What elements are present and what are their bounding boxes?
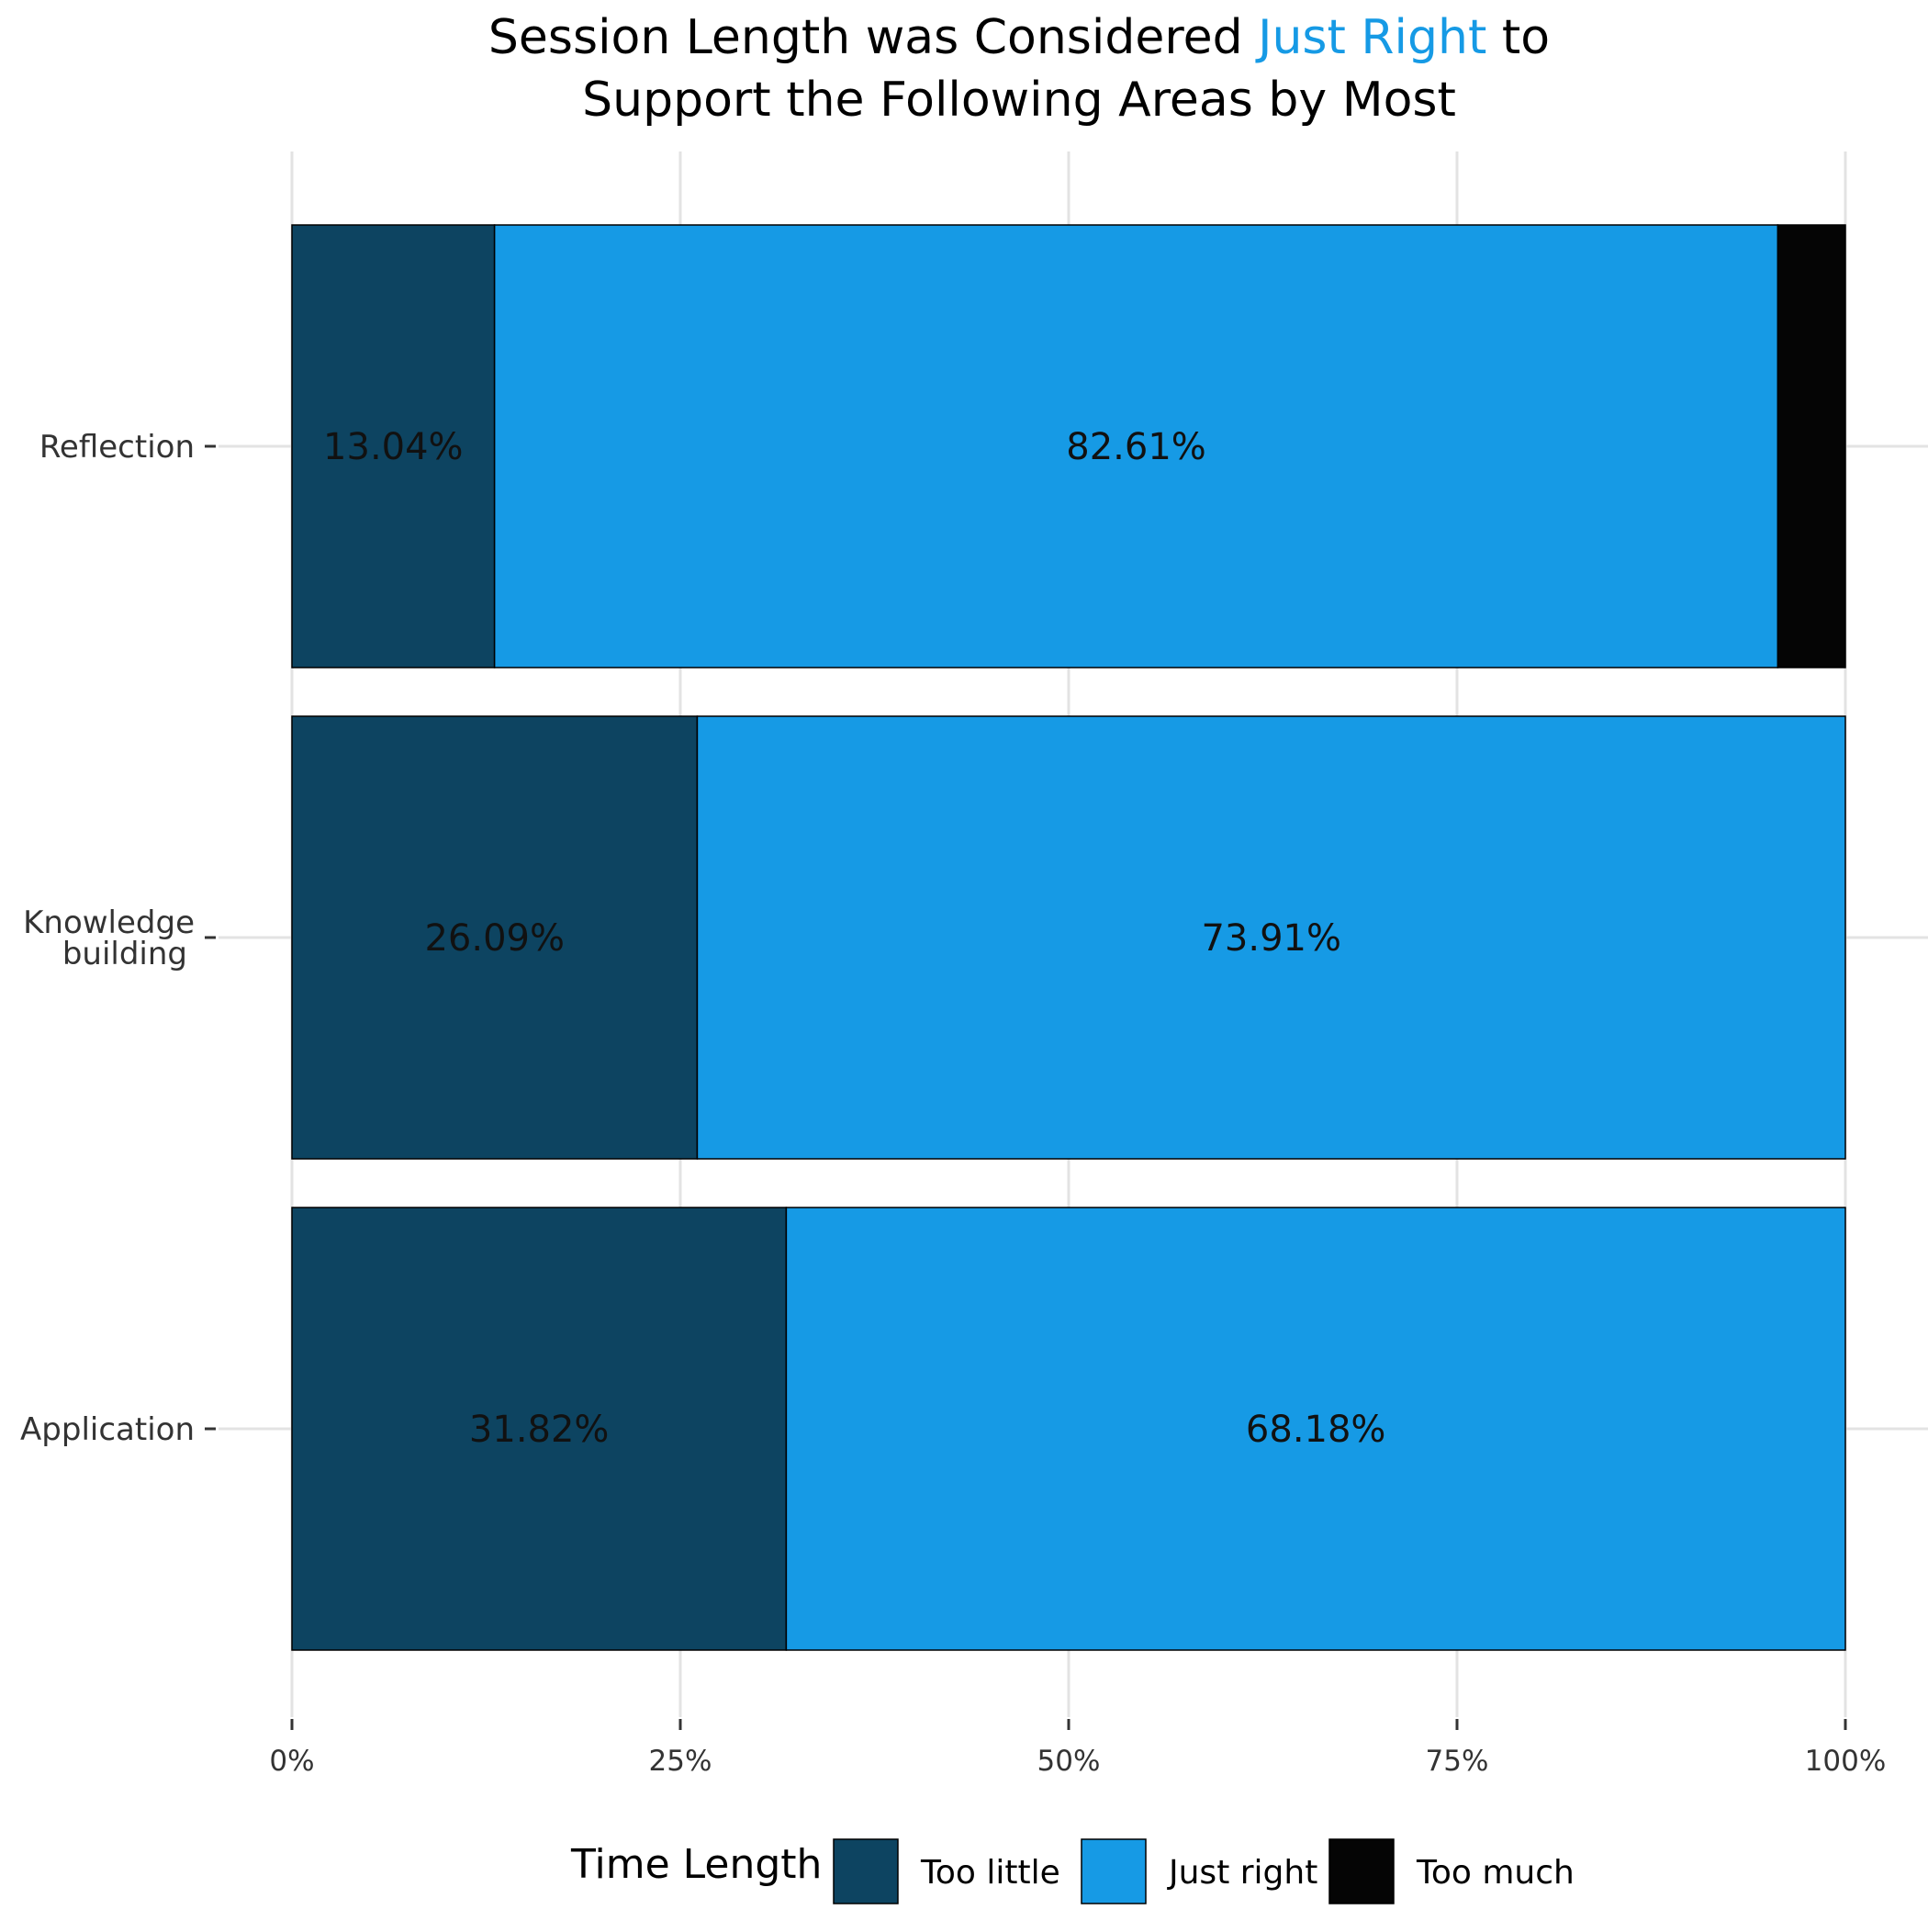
title-suffix: to bbox=[1486, 10, 1550, 65]
title-highlight: Just Right bbox=[1255, 10, 1486, 65]
bars-layer bbox=[291, 224, 1846, 1651]
x-tick-label: 100% bbox=[1805, 1745, 1887, 1778]
bar-segment bbox=[291, 224, 496, 668]
y-tick-label-line: Application bbox=[20, 1411, 195, 1448]
bar-value-label: 82.61% bbox=[1066, 426, 1206, 468]
legend-title: Time Length bbox=[570, 1841, 822, 1888]
legend-key bbox=[833, 1838, 899, 1904]
bar-segment bbox=[696, 715, 1846, 1160]
legend-label: Too much bbox=[1416, 1854, 1575, 1892]
x-tick-label: 50% bbox=[1037, 1745, 1101, 1778]
y-tick-label-line: building bbox=[62, 936, 187, 972]
chart-title-line-1: Session Length was Considered Just Right… bbox=[488, 10, 1550, 65]
legend-key bbox=[1328, 1838, 1395, 1904]
y-tick-label: Knowledge building bbox=[23, 904, 195, 972]
y-axis: Reflection Knowledge building Application bbox=[20, 429, 216, 1448]
bar-segment bbox=[785, 1207, 1846, 1651]
x-tick-label: 75% bbox=[1426, 1745, 1489, 1778]
bar-segment bbox=[291, 1207, 788, 1651]
y-tick-label-line: Knowledge bbox=[23, 904, 195, 941]
bar-value-label: 13.04% bbox=[323, 426, 464, 468]
legend-key bbox=[1081, 1838, 1147, 1904]
bar-value-label: 68.18% bbox=[1246, 1409, 1386, 1451]
bar-value-label: 26.09% bbox=[424, 917, 565, 960]
x-tick-label: 0% bbox=[269, 1745, 314, 1778]
legend-label: Too little bbox=[920, 1854, 1060, 1892]
bar-labels-layer: 13.04% 82.61% 26.09% 73.91% 31.82% 68.18% bbox=[323, 426, 1385, 1451]
y-tick-label-line: Reflection bbox=[39, 429, 195, 466]
title-prefix: Session Length was Considered bbox=[488, 10, 1258, 65]
bar-value-label: 31.82% bbox=[469, 1409, 610, 1451]
legend-label: Just right bbox=[1167, 1854, 1317, 1892]
x-axis: 0% 25% 50% 75% 100% bbox=[269, 1719, 1886, 1778]
y-tick-label: Application bbox=[20, 1411, 195, 1448]
x-tick-label: 25% bbox=[649, 1745, 712, 1778]
bar-value-label: 73.91% bbox=[1201, 917, 1341, 960]
bar-segment bbox=[493, 224, 1779, 668]
y-tick-label: Reflection bbox=[39, 429, 195, 466]
bar-segment bbox=[1777, 224, 1846, 668]
chart-title-line-2: Support the Following Areas by Most bbox=[582, 73, 1456, 128]
legend: Time Length Too little Just right Too much bbox=[570, 1838, 1575, 1904]
